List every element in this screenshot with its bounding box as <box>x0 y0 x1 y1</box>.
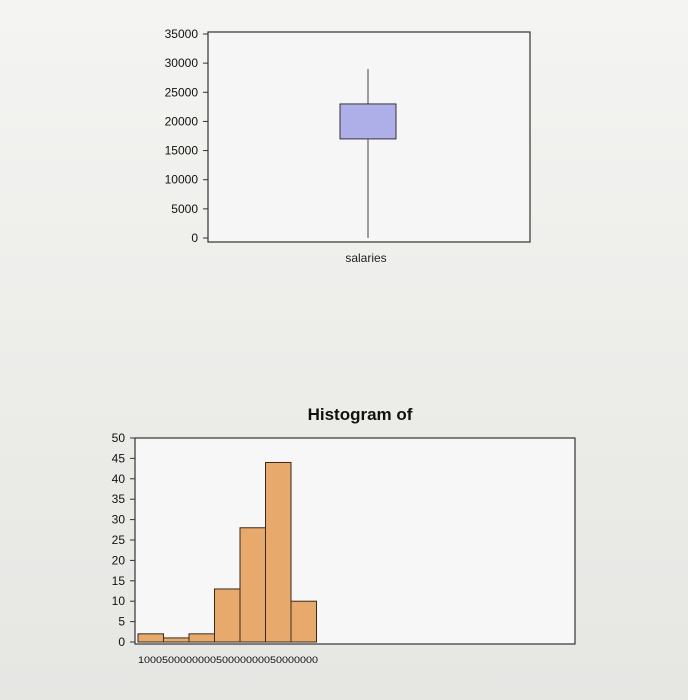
box-y-tick-label: 25000 <box>165 85 199 99</box>
histogram-title: Histogram of <box>308 405 413 424</box>
box-y-tick-label: 5000 <box>171 202 198 216</box>
box-y-tick-label: 35000 <box>165 27 199 41</box>
box-category-label: salaries <box>345 251 386 265</box>
histogram-y-tick-label: 30 <box>112 513 126 527</box>
histogram-bar <box>265 461 292 643</box>
box-y-tick-label: 30000 <box>165 56 199 70</box>
box-y-tick-label: 20000 <box>165 114 199 128</box>
histogram-y-tick-label: 5 <box>118 615 125 629</box>
histogram-y-tick-label: 15 <box>112 574 126 588</box>
histogram-y-tick-label: 25 <box>112 533 126 547</box>
histogram-bar <box>214 588 241 643</box>
histogram-bar <box>137 633 164 643</box>
histogram-y-tick-label: 40 <box>112 472 126 486</box>
histogram-bin-labels: 100050000000050000000050000000 <box>138 655 318 665</box>
box-y-tick-label: 15000 <box>165 144 199 158</box>
histogram-bar <box>188 633 215 643</box>
histogram-y-tick-label: 20 <box>112 553 126 567</box>
histogram-bar <box>163 637 190 643</box>
box-plot-chart: 0 5000 10000 15000 20000 25000 30000 35000 sala… <box>165 27 531 265</box>
histogram-y-tick-label: 35 <box>112 492 126 506</box>
histogram-bar <box>290 600 317 643</box>
histogram-y-tick-label: 50 <box>112 431 126 445</box>
histogram-y-tick-label: 45 <box>112 451 126 465</box>
box-iqr <box>339 103 397 140</box>
box-y-tick-label: 0 <box>191 231 198 245</box>
histogram-bar <box>239 527 266 643</box>
histogram-y-tick-label: 10 <box>112 594 126 608</box>
box-y-tick-label: 10000 <box>165 173 199 187</box>
histogram-y-tick-label: 0 <box>118 635 125 649</box>
histogram-plot-area <box>134 437 576 645</box>
